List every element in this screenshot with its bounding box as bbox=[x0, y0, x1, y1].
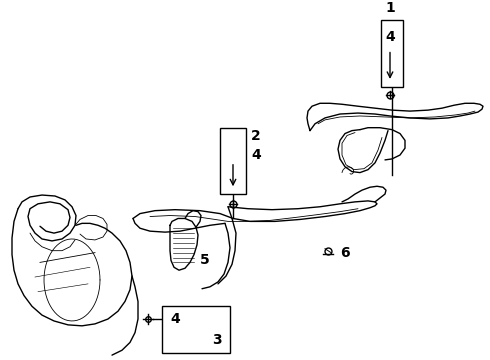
Text: 3: 3 bbox=[212, 333, 222, 347]
Bar bbox=[220, 128, 246, 194]
Bar bbox=[162, 306, 230, 353]
Text: 4: 4 bbox=[170, 312, 180, 326]
Text: 6: 6 bbox=[340, 246, 350, 260]
Text: 1: 1 bbox=[385, 1, 395, 15]
Text: 2: 2 bbox=[251, 129, 261, 143]
Bar bbox=[381, 20, 403, 87]
Text: 4: 4 bbox=[385, 30, 395, 44]
Text: 4: 4 bbox=[251, 148, 261, 162]
Text: 5: 5 bbox=[200, 253, 210, 267]
